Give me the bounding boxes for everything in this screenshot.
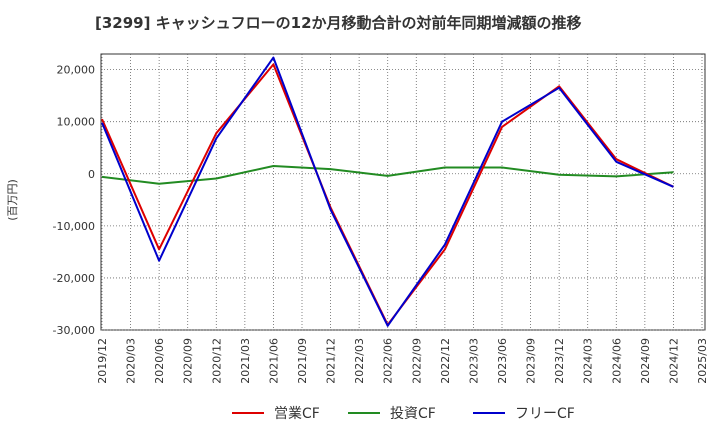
legend-label: 営業CF [274,406,320,422]
chart-title: [3299] キャッシュフローの12か月移動合計の対前年同期増減額の推移 [95,14,582,32]
x-tick-label: 2022/09 [410,338,423,384]
y-tick-label: -10,000 [53,220,95,233]
x-tick-label: 2021/12 [325,338,338,384]
y-tick-label: -20,000 [53,272,95,285]
x-tick-label: 2022/06 [382,338,395,384]
x-tick-label: 2023/09 [525,338,538,384]
x-tick-label: 2020/06 [153,338,166,384]
legend: 営業CF 投資CF フリーCF [232,406,575,422]
x-tick-label: 2024/06 [610,338,623,384]
x-tick-label: 2025/03 [696,338,709,384]
y-axis-label: (百万円) [6,179,19,221]
x-tick-label: 2023/06 [496,338,509,384]
x-tick-label: 2024/12 [667,338,680,384]
x-tick-label: 2023/03 [467,338,480,384]
legend-label: フリーCF [515,406,575,422]
x-tick-label: 2020/09 [182,338,195,384]
plot-area [100,53,706,331]
x-tick-label: 2022/03 [353,338,366,384]
x-tick-label: 2020/12 [210,338,223,384]
series-lines [101,56,674,327]
grid-lines [101,54,705,331]
x-tick-label: 2021/09 [296,338,309,384]
x-tick-label: 2024/03 [582,338,595,384]
x-tick-label: 2021/03 [239,338,252,384]
y-tick-label: 0 [88,168,95,181]
y-tick-label: 20,000 [57,64,96,77]
x-tick-label: 2021/06 [267,338,280,384]
x-tick-label: 2022/12 [439,338,452,384]
x-tick-label: 2019/12 [96,338,109,384]
x-axis-ticks: 2019/12 2020/03 2020/06 2020/09 2020/12 2021/… [96,338,709,384]
x-tick-label: 2020/03 [125,338,138,384]
y-axis-ticks: 20,000 10,000 0 -10,000 -20,000 -30,000 [53,64,95,337]
y-tick-label: -30,000 [53,324,95,337]
y-tick-label: 10,000 [57,116,96,129]
x-tick-label: 2023/12 [553,338,566,384]
legend-label: 投資CF [390,406,436,422]
x-tick-label: 2024/09 [639,338,652,384]
